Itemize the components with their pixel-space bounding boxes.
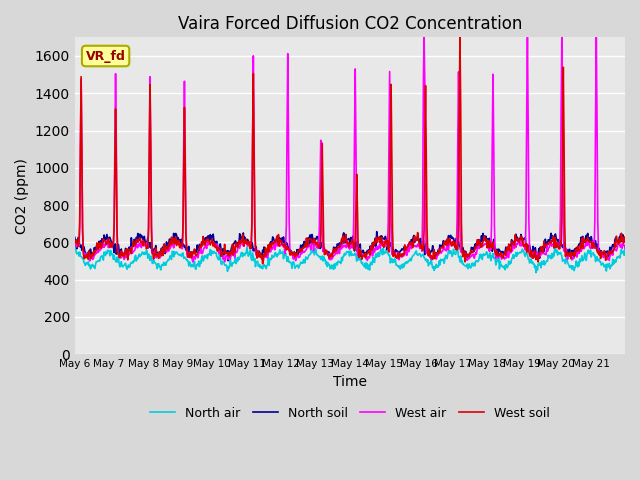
West soil	[407, 241, 415, 247]
North soil	[136, 236, 143, 242]
North air	[438, 258, 446, 264]
North air	[621, 246, 629, 252]
Text: VR_fd: VR_fd	[86, 49, 125, 62]
West air	[189, 259, 197, 265]
West soil	[259, 261, 266, 267]
West soil	[237, 238, 244, 244]
West air	[136, 243, 143, 249]
Line: North air: North air	[75, 246, 625, 273]
Legend: North air, North soil, West air, West soil: North air, North soil, West air, West so…	[145, 402, 555, 424]
North soil	[621, 235, 629, 241]
Y-axis label: CO2 (ppm): CO2 (ppm)	[15, 158, 29, 234]
West air	[285, 220, 293, 226]
North air	[237, 250, 245, 256]
North air	[71, 245, 79, 251]
West soil	[136, 238, 143, 243]
Line: West air: West air	[75, 37, 625, 262]
North air	[532, 270, 540, 276]
Line: West soil: West soil	[75, 37, 625, 264]
West air	[71, 243, 79, 249]
North soil	[285, 245, 293, 251]
North soil	[237, 235, 245, 241]
Line: North soil: North soil	[75, 232, 625, 261]
North air	[285, 260, 293, 265]
North air	[136, 254, 144, 260]
North soil	[373, 229, 381, 235]
West air	[420, 35, 428, 40]
West air	[621, 245, 629, 251]
West air	[439, 248, 447, 254]
Title: Vaira Forced Diffusion CO2 Concentration: Vaira Forced Diffusion CO2 Concentration	[178, 15, 522, 33]
North soil	[225, 258, 232, 264]
North soil	[408, 237, 416, 242]
North soil	[71, 234, 79, 240]
North air	[72, 243, 79, 249]
West soil	[264, 242, 272, 248]
West air	[407, 246, 415, 252]
X-axis label: Time: Time	[333, 374, 367, 388]
North air	[264, 255, 272, 261]
North air	[407, 258, 415, 264]
West soil	[71, 238, 79, 243]
West soil	[456, 35, 464, 40]
North soil	[439, 240, 447, 246]
North soil	[264, 244, 272, 250]
West air	[264, 250, 272, 256]
West soil	[438, 244, 446, 250]
West air	[237, 240, 245, 245]
West soil	[621, 234, 629, 240]
West soil	[285, 247, 293, 253]
